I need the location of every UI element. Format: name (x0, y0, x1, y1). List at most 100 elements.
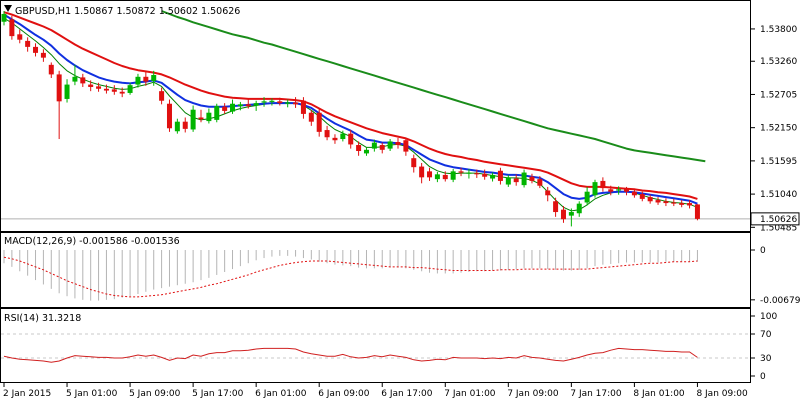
candle (363, 147, 369, 156)
candle (537, 176, 543, 189)
candle-body (324, 130, 330, 138)
candle-body (568, 212, 574, 216)
chart-menu-icon[interactable] (4, 5, 12, 12)
candle (379, 142, 385, 154)
candle (285, 99, 291, 108)
candle (521, 169, 527, 188)
candle-body (332, 137, 338, 141)
candle-body (245, 104, 251, 107)
candle-body (647, 197, 653, 202)
candle-body (9, 19, 15, 37)
rsi-tick-label: 0 (760, 372, 766, 382)
ma-slow-line (161, 10, 706, 163)
candle-body (308, 112, 314, 122)
candle (395, 137, 401, 149)
candle (237, 101, 243, 111)
candle-body (40, 52, 46, 58)
candle (174, 118, 180, 134)
candle (490, 172, 496, 182)
time-tick-label: 6 Jan 17:00 (381, 389, 433, 399)
time-tick-label: 7 Jan 01:00 (444, 389, 496, 399)
candle (474, 169, 480, 178)
candle-body (671, 202, 677, 204)
candle-body (553, 201, 559, 213)
candle (340, 130, 346, 142)
candle (663, 198, 669, 207)
candle (253, 100, 259, 111)
candle-body (631, 191, 637, 196)
candle (64, 79, 70, 103)
candle-body (88, 84, 94, 87)
candle (671, 198, 677, 207)
candle (497, 167, 503, 185)
price-panel: 1.53800 1.53260 1.52705 1.52150 1.51595 1.510… (0, 0, 800, 233)
candle (48, 62, 54, 78)
candle (576, 201, 582, 217)
current-price-tag (750, 212, 800, 226)
candle-body (419, 166, 425, 178)
macd-signal-line (3, 256, 698, 298)
candle (80, 73, 86, 87)
candle-body (639, 194, 645, 199)
candle-body (694, 204, 700, 219)
candle-body (96, 86, 102, 89)
candle (88, 80, 94, 92)
candle (1, 10, 7, 26)
price-tick-label: 1.52705 (760, 90, 797, 100)
candle (348, 130, 354, 149)
candle-body (505, 177, 511, 185)
rsi-panel-frame (0, 308, 751, 383)
candle-body (293, 102, 299, 105)
candle (694, 204, 700, 221)
candle-body (237, 104, 243, 107)
candle (56, 70, 62, 140)
candle-body (143, 76, 149, 82)
macd-tick-label: -0.006795 (760, 296, 800, 306)
candle (245, 99, 251, 109)
candle (560, 206, 566, 223)
candle (679, 200, 685, 208)
rsi-axis: 100 70 30 0 (751, 312, 777, 382)
candle-body (119, 91, 125, 94)
candle (151, 70, 157, 86)
candle (40, 49, 46, 62)
candle-body (269, 100, 275, 102)
candle-body (513, 178, 519, 183)
rsi-tick-label: 30 (760, 354, 772, 364)
ema-mid-line (3, 11, 698, 200)
candle-body (608, 189, 614, 192)
price-tick-label: 1.53800 (760, 25, 797, 35)
candle-body (151, 75, 157, 81)
candle-body (560, 209, 566, 220)
time-tick-label: 5 Jan 17:00 (192, 389, 244, 399)
candle-body (135, 76, 141, 85)
candle-body (230, 103, 236, 112)
price-panel-frame (0, 0, 751, 232)
candle-body (363, 149, 369, 154)
candle (143, 71, 149, 86)
candle (300, 97, 306, 119)
candle-body (434, 174, 440, 180)
candle (529, 173, 535, 184)
candle-body (80, 77, 86, 84)
candle-body (403, 140, 409, 152)
candle (631, 188, 637, 198)
candle-body (72, 76, 78, 82)
price-tick-label: 1.53260 (760, 57, 797, 67)
chart-title: GBPUSD,H1 1.50867 1.50872 1.50602 1.5062… (15, 6, 240, 17)
candle-body (576, 203, 582, 214)
candle-body (277, 101, 283, 104)
candle-body (529, 176, 535, 181)
candle (655, 197, 661, 205)
candle (458, 167, 464, 177)
candle-body (103, 88, 109, 91)
candle-body (466, 172, 472, 174)
candle-body (624, 189, 630, 192)
time-tick-label: 6 Jan 09:00 (318, 389, 370, 399)
candle-body (427, 171, 433, 178)
candle (119, 87, 125, 98)
candle-body (450, 171, 456, 180)
candle (103, 84, 109, 94)
